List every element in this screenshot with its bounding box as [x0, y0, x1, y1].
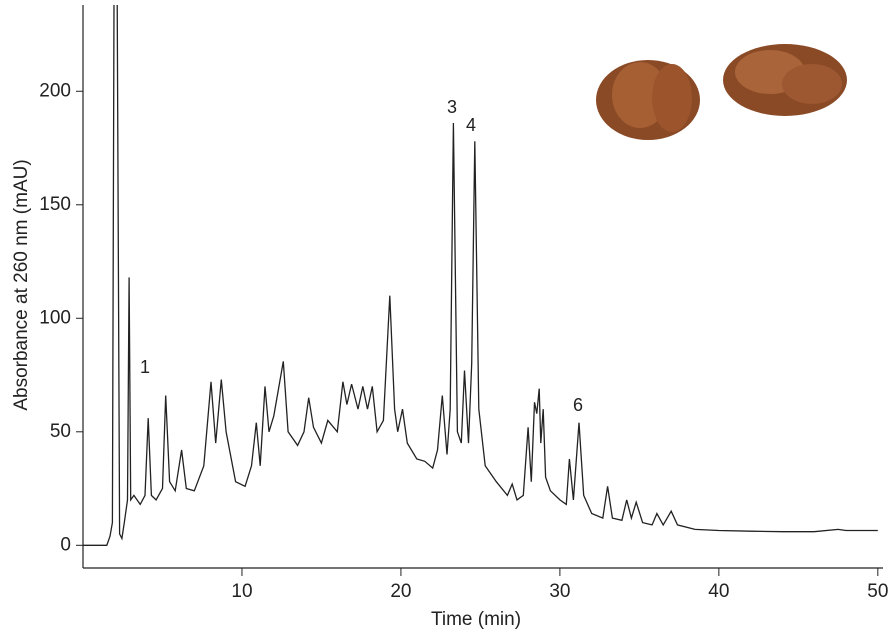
x-tick-label: 40 — [708, 581, 729, 602]
x-axis-title: Time (min) — [431, 609, 521, 630]
peak-label: 1 — [140, 357, 150, 377]
x-tick-label: 20 — [390, 581, 411, 602]
y-tick-label: 0 — [60, 534, 71, 555]
y-tick-label: 100 — [39, 307, 71, 328]
peak-label: 4 — [466, 115, 476, 135]
peak-label: 6 — [573, 395, 583, 415]
x-tick-label: 50 — [867, 581, 888, 602]
y-tick-label: 50 — [50, 421, 71, 442]
pecan-photo — [596, 44, 847, 140]
y-tick-label: 150 — [39, 194, 71, 215]
peak-label: 3 — [447, 97, 457, 117]
x-tick-label: 10 — [231, 581, 252, 602]
y-axis-title: Absorbance at 260 nm (mAU) — [11, 159, 32, 410]
x-tick-label: 30 — [549, 581, 570, 602]
y-tick-label: 200 — [39, 80, 71, 101]
chromatogram-trace — [83, 5, 878, 546]
